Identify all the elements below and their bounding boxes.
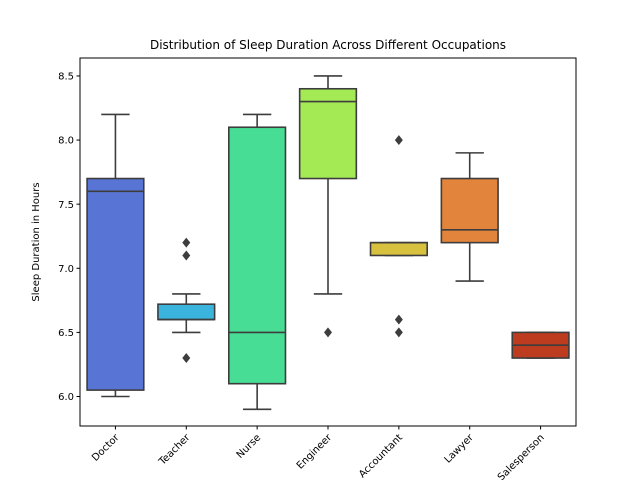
x-tick-label: Engineer (295, 432, 335, 472)
y-axis: 6.0 6.5 7.0 7.5 8.0 8.5 (58, 72, 80, 403)
plot-frame (79, 57, 577, 427)
outlier-point (394, 327, 403, 338)
x-tick-label: Nurse (235, 432, 263, 460)
y-tick-label: 7.0 (58, 264, 74, 275)
y-tick-label: 6.0 (58, 392, 74, 403)
y-tick-label: 8.0 (58, 136, 74, 147)
box-lawyer (440, 177, 499, 244)
box-group-engineer (298, 75, 358, 338)
y-tick-label: 8.5 (58, 72, 74, 83)
plot-area (86, 75, 570, 411)
x-tick-label: Accountant (357, 432, 405, 480)
x-tick-label: Lawyer (443, 432, 477, 466)
outlier-point (182, 237, 191, 248)
outlier-point (182, 250, 191, 261)
box-group-doctor (86, 113, 145, 398)
y-tick-label: 7.5 (58, 200, 74, 211)
outlier-point (394, 135, 403, 146)
box-group-salesperson (511, 331, 570, 359)
y-axis-title: Sleep Duration in Hours (31, 182, 42, 301)
box-accountant (369, 241, 428, 257)
box-group-nurse (228, 113, 287, 411)
x-tick-label: Salesperson (496, 432, 547, 480)
box-nurse (228, 126, 287, 385)
box-engineer (298, 87, 358, 180)
x-tick-label: Doctor (90, 432, 122, 464)
y-tick-label: 6.5 (58, 328, 74, 339)
box-teacher (157, 303, 216, 321)
box-group-accountant (369, 135, 428, 338)
x-axis: Doctor Teacher Nurse Engineer Accountant Lawy… (90, 426, 547, 480)
chart-title: Distribution of Sleep Duration Across Di… (150, 38, 506, 52)
outlier-point (394, 314, 403, 325)
outlier-point (182, 353, 191, 364)
box-group-lawyer (440, 152, 499, 282)
box-doctor (86, 177, 145, 391)
x-tick-label: Teacher (156, 432, 193, 469)
outlier-point (324, 327, 332, 338)
box-group-teacher (157, 237, 216, 364)
